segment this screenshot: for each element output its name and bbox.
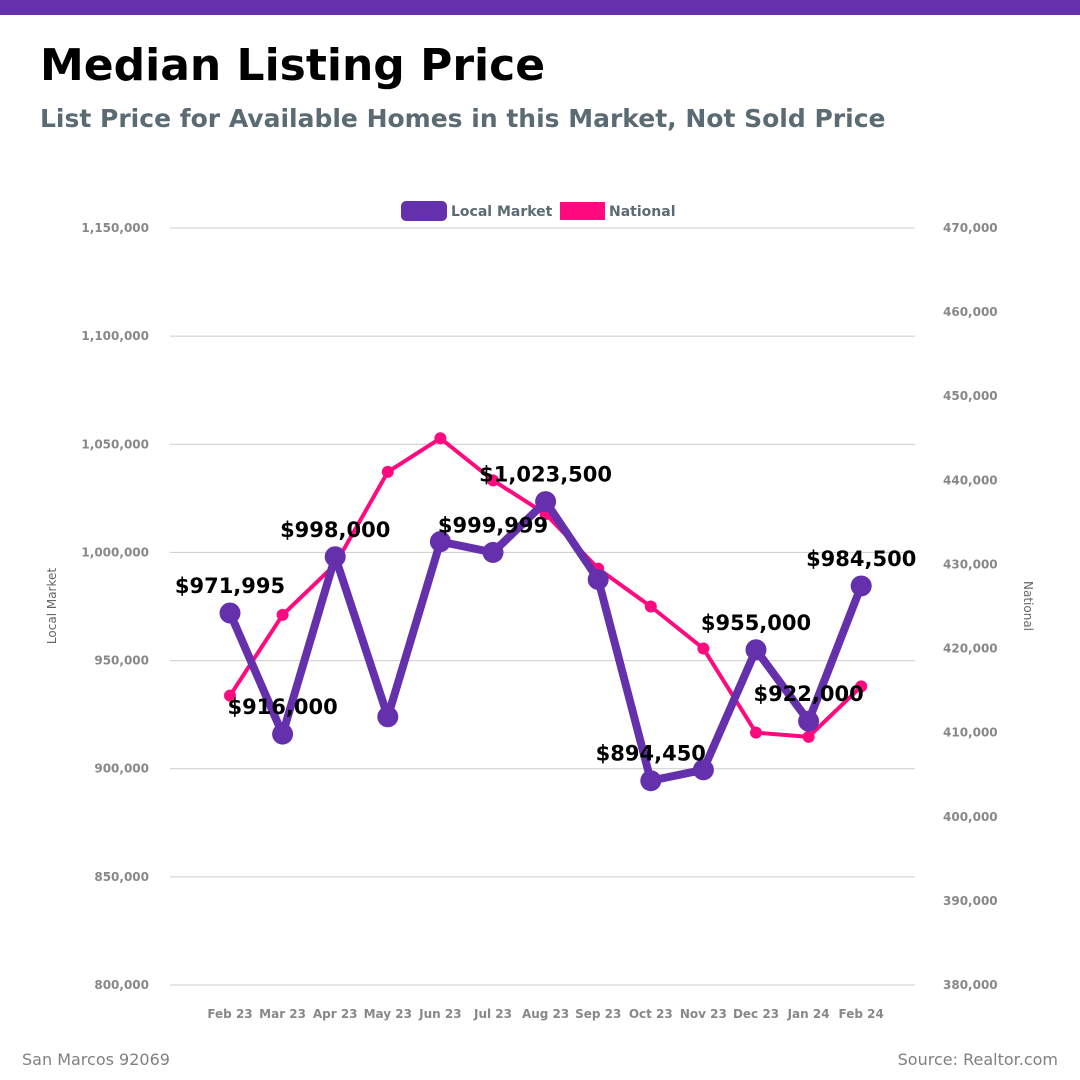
page-subtitle: List Price for Available Homes in this M… xyxy=(40,104,886,133)
national-point xyxy=(697,642,710,655)
x-tick-label: Jul 23 xyxy=(473,1007,512,1021)
national-point xyxy=(750,726,762,739)
local-market-point xyxy=(429,531,451,553)
local-market-point xyxy=(587,568,609,590)
national-point xyxy=(381,465,394,478)
local-market-point xyxy=(482,541,504,563)
right-tick-label: 410,000 xyxy=(943,726,998,740)
national-point xyxy=(802,730,815,743)
right-tick-label: 470,000 xyxy=(943,221,998,235)
national-point xyxy=(487,474,499,487)
x-tick-label: Feb 23 xyxy=(207,1007,252,1021)
data-label: $894,450 xyxy=(596,742,706,766)
x-tick-label: Jan 24 xyxy=(787,1007,830,1021)
legend-swatch-national xyxy=(560,202,605,220)
left-tick-label: 1,150,000 xyxy=(81,221,149,235)
left-tick-label: 950,000 xyxy=(94,654,149,668)
top-accent-bar xyxy=(0,0,1080,15)
left-tick-label: 1,000,000 xyxy=(81,545,149,559)
local-market-point xyxy=(850,575,872,597)
x-tick-label: Oct 23 xyxy=(629,1007,673,1021)
data-label: $922,000 xyxy=(753,682,863,706)
left-tick-label: 900,000 xyxy=(94,762,149,776)
grid-lines xyxy=(170,227,915,986)
local-market-point xyxy=(324,546,346,568)
x-axis-ticks: Feb 23 Mar 23 Apr 23 May 23 Jun 23 Jul 23 Aug … xyxy=(207,1007,884,1021)
right-tick-label: 420,000 xyxy=(943,642,998,656)
x-tick-label: May 23 xyxy=(364,1007,412,1021)
national-point xyxy=(855,680,868,693)
national-point xyxy=(224,689,236,702)
local-market-line xyxy=(226,497,866,785)
x-tick-label: Mar 23 xyxy=(259,1007,306,1021)
legend: Local Market National xyxy=(401,201,676,221)
right-tick-label: 440,000 xyxy=(943,473,998,487)
series-local-market xyxy=(219,491,872,792)
local-market-point xyxy=(745,639,767,661)
x-tick-label: Sep 23 xyxy=(575,1007,621,1021)
x-tick-label: Apr 23 xyxy=(313,1007,358,1021)
x-tick-label: Dec 23 xyxy=(733,1007,779,1021)
left-tick-label: 1,100,000 xyxy=(81,329,149,343)
local-market-point xyxy=(377,706,399,728)
local-market-point xyxy=(640,770,662,792)
local-market-point xyxy=(535,491,557,513)
footer-location: San Marcos 92069 xyxy=(22,1050,170,1069)
data-label: $955,000 xyxy=(701,611,811,635)
right-tick-label: 380,000 xyxy=(943,978,998,992)
x-tick-label: Jun 23 xyxy=(418,1007,461,1021)
right-tick-label: 430,000 xyxy=(943,557,998,571)
national-point xyxy=(434,432,447,445)
right-axis-ticks: 380,000 390,000 400,000 410,000 420,000 430,0… xyxy=(943,221,998,992)
legend-label-local: Local Market xyxy=(451,204,553,220)
data-label: $1,023,500 xyxy=(479,463,612,487)
x-tick-label: Aug 23 xyxy=(522,1007,569,1021)
footer-source: Source: Realtor.com xyxy=(897,1050,1058,1069)
right-tick-label: 460,000 xyxy=(943,305,998,319)
legend-swatch-local xyxy=(401,201,447,221)
data-labels: $971,995 $916,000 $998,000 $999,999 $1,023,5… xyxy=(175,463,916,766)
national-point xyxy=(276,608,289,621)
right-tick-label: 390,000 xyxy=(943,894,998,908)
left-tick-label: 800,000 xyxy=(94,978,149,992)
local-market-point xyxy=(692,759,714,781)
left-tick-label: 850,000 xyxy=(94,870,149,884)
right-axis-title: National xyxy=(1021,581,1035,631)
local-market-point xyxy=(272,723,294,745)
data-label: $999,999 xyxy=(438,513,548,537)
local-market-point xyxy=(798,710,820,732)
page-title: Median Listing Price xyxy=(40,40,546,91)
data-label: $916,000 xyxy=(227,695,337,719)
x-tick-label: Nov 23 xyxy=(680,1007,727,1021)
data-label: $984,500 xyxy=(806,547,916,571)
left-tick-label: 1,050,000 xyxy=(81,437,149,451)
legend-label-national: National xyxy=(609,204,676,220)
local-market-point xyxy=(219,602,241,624)
national-point xyxy=(644,600,657,613)
left-axis-title: Local Market xyxy=(45,568,59,644)
data-label: $971,995 xyxy=(175,574,285,598)
left-axis-ticks: 800,000 850,000 900,000 950,000 1,000,000 1,0… xyxy=(81,221,149,992)
right-tick-label: 400,000 xyxy=(943,810,998,824)
x-tick-label: Feb 24 xyxy=(839,1007,884,1021)
right-tick-label: 450,000 xyxy=(943,389,998,403)
data-label: $998,000 xyxy=(280,518,390,542)
